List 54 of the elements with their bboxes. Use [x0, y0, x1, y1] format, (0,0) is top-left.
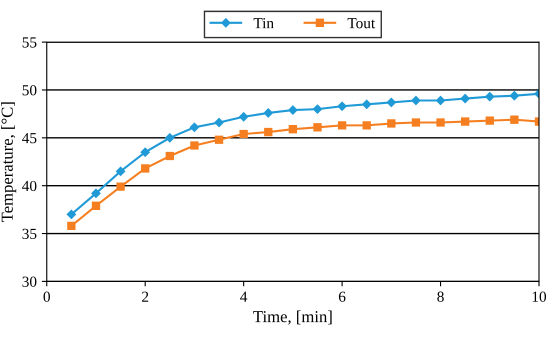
y-tick-label: 40	[22, 180, 36, 192]
point	[387, 119, 396, 128]
point	[166, 152, 174, 160]
x-tick-label: 0	[44, 292, 50, 302]
y-tick-label: 50	[22, 85, 36, 96]
point	[386, 98, 396, 108]
point	[92, 202, 100, 210]
point	[460, 94, 470, 104]
point	[312, 104, 322, 114]
x-tick-label: 8	[437, 292, 444, 302]
point	[288, 105, 298, 115]
point	[337, 102, 347, 111]
point	[91, 188, 101, 198]
point	[460, 117, 470, 126]
x-tick-label: 2	[142, 292, 148, 302]
point	[313, 123, 322, 132]
point	[66, 210, 76, 220]
point	[412, 118, 420, 127]
y-tick-label: 30	[22, 276, 36, 287]
point	[362, 121, 371, 130]
point	[264, 108, 273, 118]
legend-label: Tin	[254, 18, 274, 28]
x-axis-title: Time, [min]	[253, 310, 332, 325]
point	[510, 91, 520, 100]
point	[116, 166, 126, 176]
y-axis-title: Temperature, [°C]	[1, 102, 16, 222]
point	[436, 118, 445, 127]
point	[116, 182, 125, 191]
legend-label: Tout	[348, 18, 376, 28]
point	[190, 122, 200, 132]
point	[190, 141, 199, 150]
point	[288, 125, 298, 134]
point	[140, 148, 150, 157]
point	[239, 112, 248, 122]
point	[214, 118, 224, 128]
point	[67, 222, 76, 230]
point	[338, 121, 346, 130]
point	[485, 92, 494, 102]
y-tick-label: 55	[22, 37, 36, 48]
point	[141, 164, 150, 173]
point	[264, 128, 272, 136]
x-tick-label: 6	[338, 292, 346, 302]
point	[486, 116, 494, 125]
y-tick-label: 35	[22, 228, 36, 239]
point	[239, 130, 248, 138]
point	[214, 136, 224, 144]
x-tick-label: 10	[532, 292, 546, 302]
y-tick-label: 45	[22, 133, 36, 144]
point	[362, 100, 372, 109]
point	[165, 133, 174, 142]
point	[436, 96, 446, 106]
x-tick-label: 4	[240, 292, 248, 302]
point	[411, 96, 421, 106]
point	[510, 115, 519, 124]
